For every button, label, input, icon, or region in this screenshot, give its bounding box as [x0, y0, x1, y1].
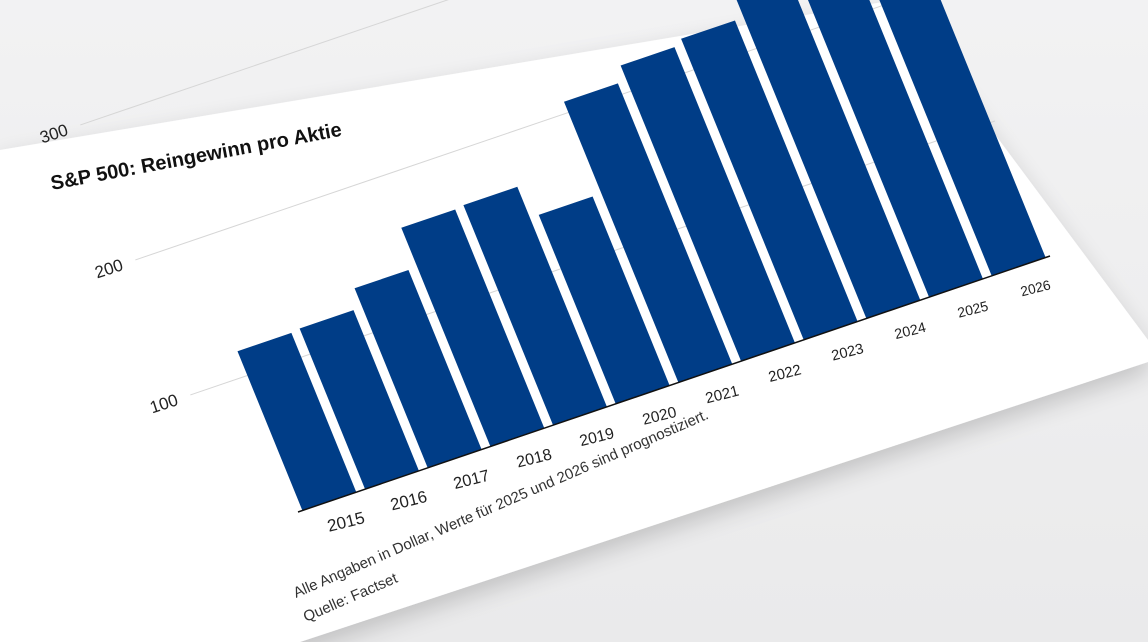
x-axis-line	[297, 255, 1051, 513]
bar-2016	[299, 310, 419, 490]
bar-2020	[538, 196, 670, 404]
bar-2022	[620, 47, 795, 362]
x-tick-label-2022: 2022	[767, 362, 803, 386]
bar-2026	[879, 0, 1046, 276]
x-tick-label-2024: 2024	[893, 320, 928, 343]
x-tick-label-2025: 2025	[956, 298, 990, 321]
x-tick-label-2023: 2023	[830, 341, 865, 364]
bar-2021	[563, 83, 733, 383]
x-tick-label-2026: 2026	[1019, 277, 1053, 299]
bar-2017	[354, 269, 482, 468]
gridline	[80, 0, 449, 126]
bar-2025	[807, 0, 983, 298]
bar-2015	[237, 332, 357, 511]
bar-2019	[463, 186, 607, 426]
bar-2024	[736, 0, 921, 319]
bar-2018	[401, 209, 545, 447]
bar-2023	[681, 20, 858, 340]
bars	[237, 0, 1046, 511]
